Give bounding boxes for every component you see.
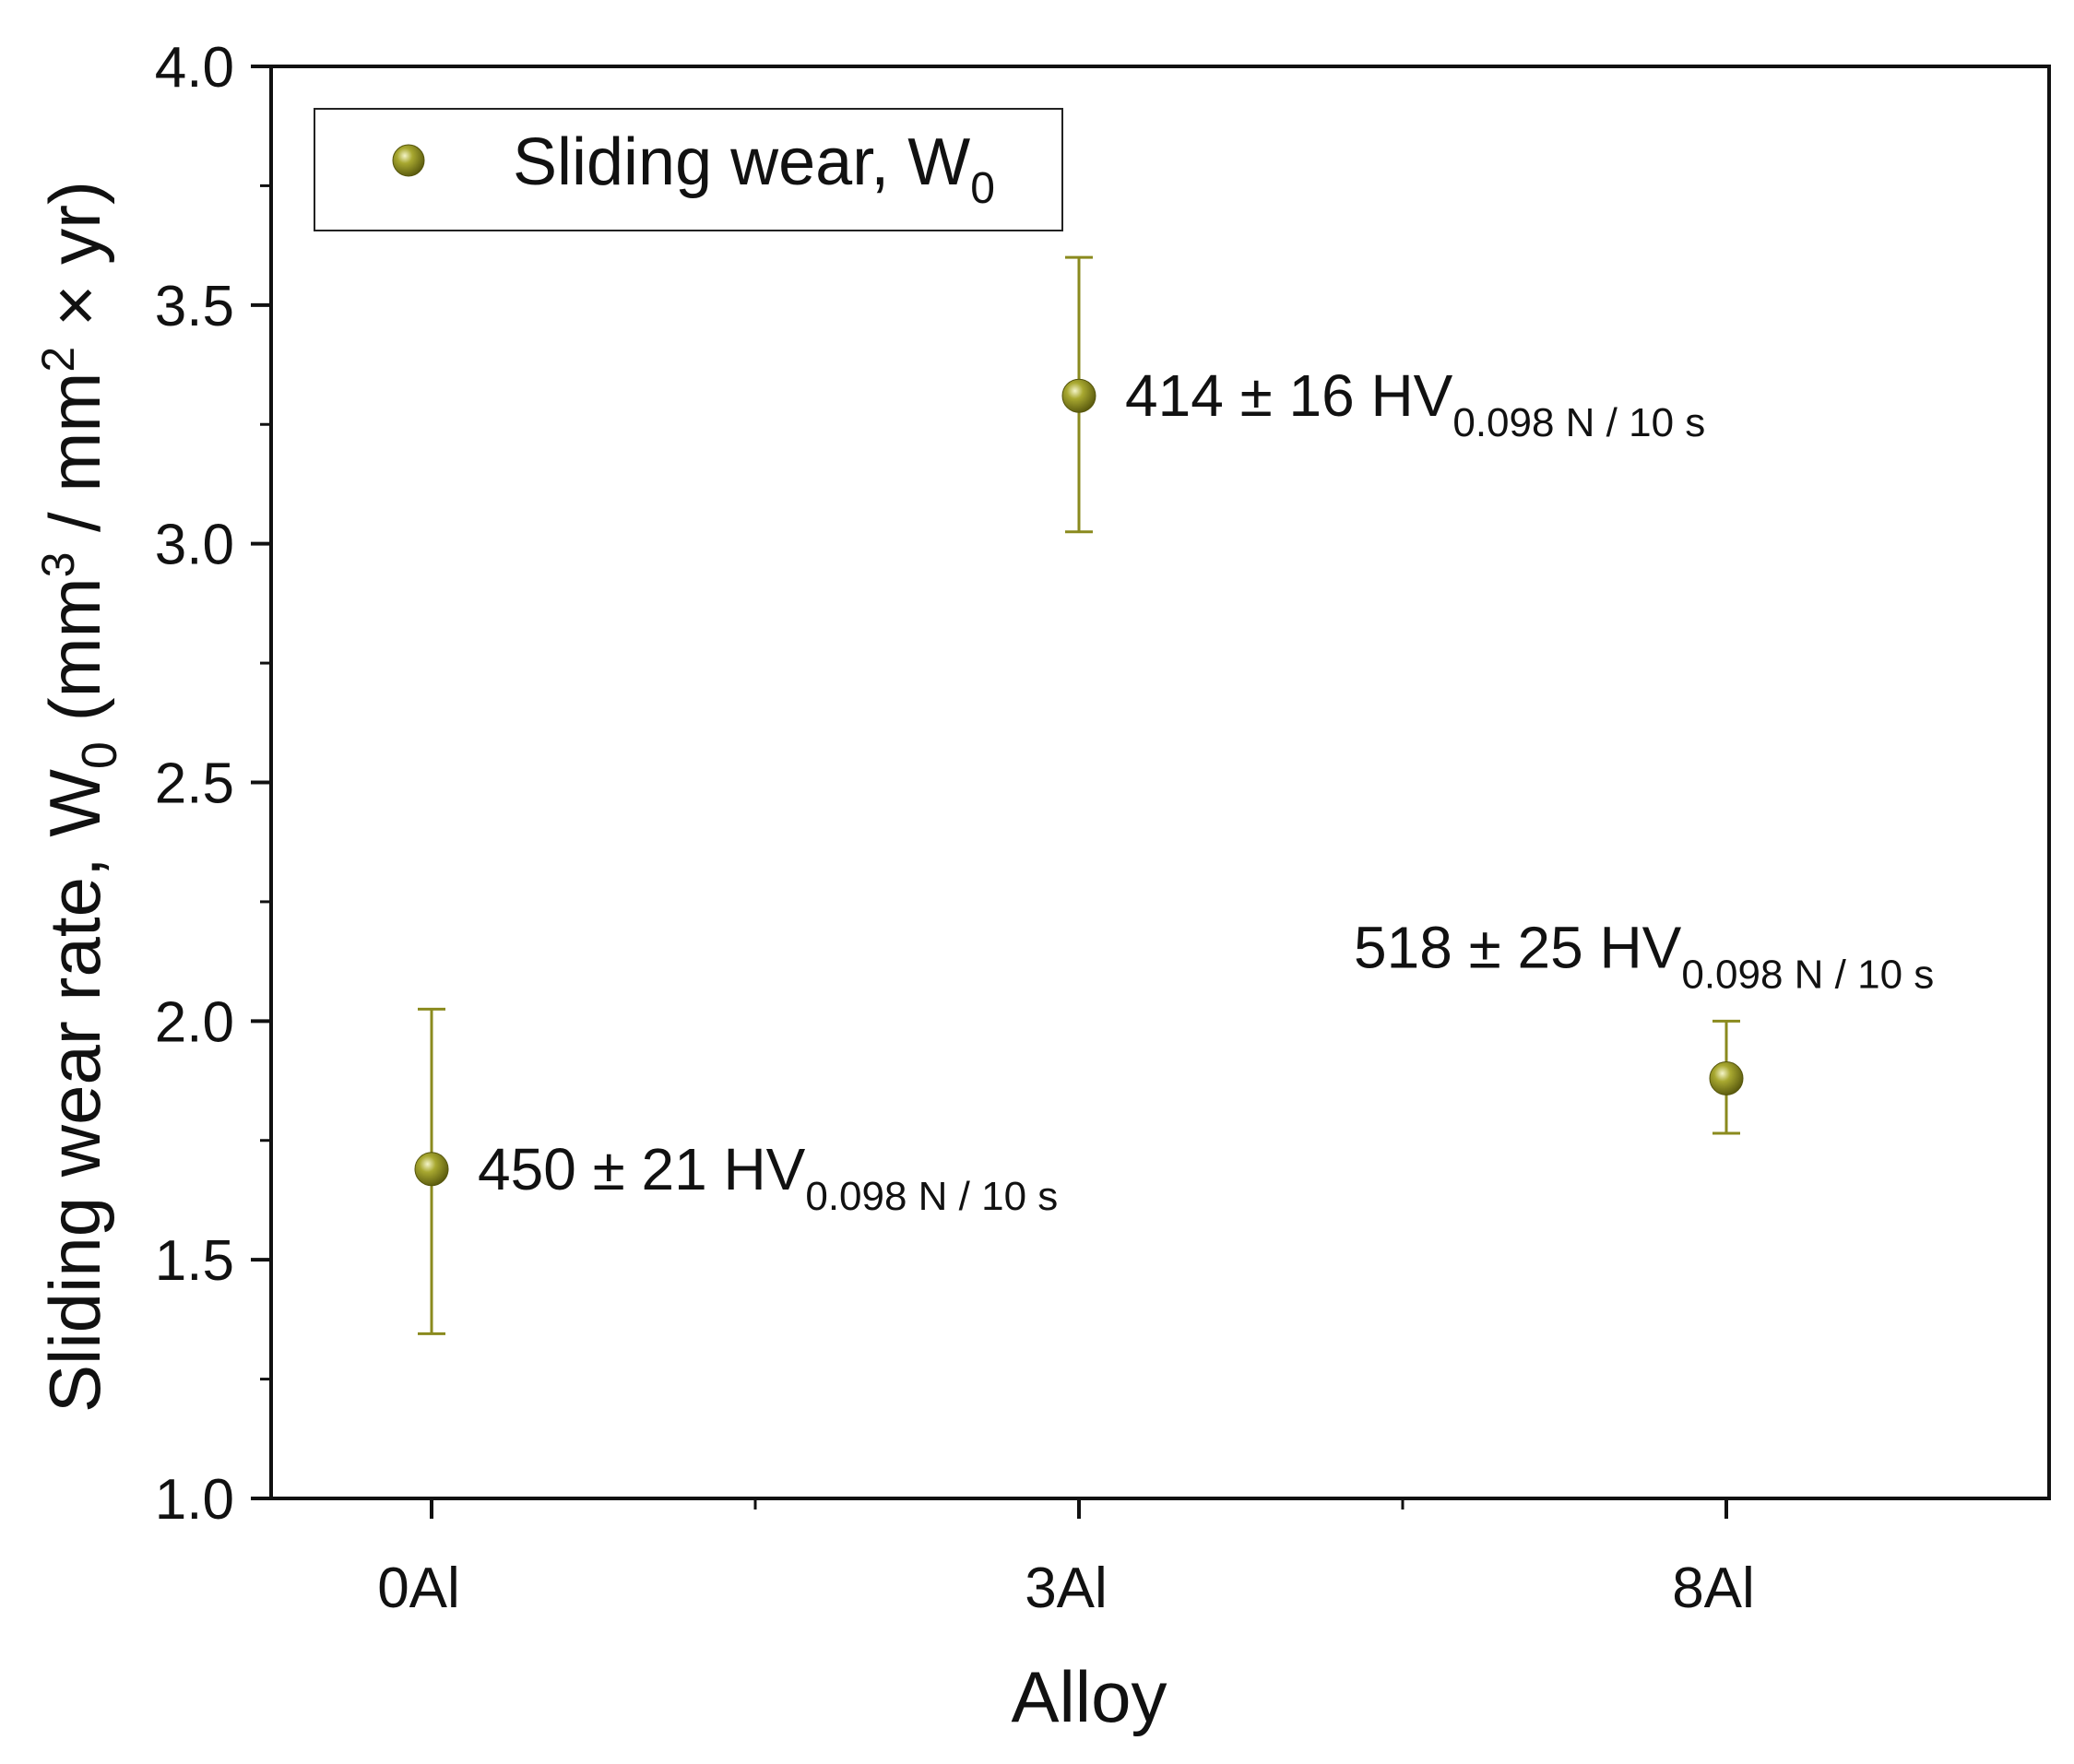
y-axis-title-units-mid: / mm xyxy=(34,373,115,552)
annotation-label: 518 ± 25 HV0.098 N / 10 s xyxy=(1354,914,1934,997)
annotation-main: 450 ± 21 HV xyxy=(478,1136,806,1202)
y-axis-title-sup1: 3 xyxy=(32,552,84,578)
data-point xyxy=(414,1152,449,1187)
legend: Sliding wear, W0 xyxy=(314,108,1063,231)
y-axis-title: Sliding wear rate, W0 (mm3 / mm2 × yr) xyxy=(32,181,127,1413)
x-tick-label: 3Al xyxy=(1025,1557,1108,1620)
annotation-sub: 0.098 N / 10 s xyxy=(805,1174,1058,1219)
annotation-main: 414 ± 16 HV xyxy=(1125,362,1453,429)
y-tick-label: 3.0 xyxy=(155,514,234,577)
y-axis-title-units-close: × yr) xyxy=(34,181,115,347)
legend-marker xyxy=(392,144,425,177)
y-axis-title-sup2: 2 xyxy=(32,347,84,373)
legend-label-sub: 0 xyxy=(970,164,995,213)
legend-label: Sliding wear, W0 xyxy=(513,125,995,213)
y-tick-label: 3.5 xyxy=(155,275,234,338)
y-tick-label: 1.0 xyxy=(155,1468,234,1532)
x-axis-title: Alloy xyxy=(1011,1656,1167,1737)
y-axis-title-prefix-sub: 0 xyxy=(72,741,127,769)
y-tick-label: 2.0 xyxy=(155,990,234,1054)
y-axis-ticks: 1.0 1.5 2.0 2.5 3.0 3.5 4.0 xyxy=(155,36,271,1532)
y-axis-title-units-open: (mm xyxy=(34,577,115,741)
y-tick-label: 1.5 xyxy=(155,1229,234,1293)
data-point xyxy=(1709,1060,1744,1095)
x-tick-label: 0Al xyxy=(377,1557,460,1620)
annotation-label: 414 ± 16 HV0.098 N / 10 s xyxy=(1125,362,1705,445)
legend-label-main: Sliding wear, W xyxy=(513,125,970,199)
annotation-main: 518 ± 25 HV xyxy=(1354,914,1682,980)
y-tick-label: 4.0 xyxy=(155,36,234,100)
y-axis-title-prefix: Sliding wear rate, W xyxy=(34,769,115,1413)
x-tick-label: 8Al xyxy=(1672,1557,1755,1620)
y-tick-label: 2.5 xyxy=(155,752,234,816)
annotation-sub: 0.098 N / 10 s xyxy=(1452,400,1705,445)
x-axis-ticks: 0Al 3Al 8Al xyxy=(377,1498,1755,1620)
annotation-sub: 0.098 N / 10 s xyxy=(1681,952,1934,997)
data-point xyxy=(1061,378,1096,413)
legend-box xyxy=(314,108,1063,231)
annotation-label: 450 ± 21 HV0.098 N / 10 s xyxy=(478,1136,1058,1219)
plot-frame xyxy=(269,65,2051,1500)
